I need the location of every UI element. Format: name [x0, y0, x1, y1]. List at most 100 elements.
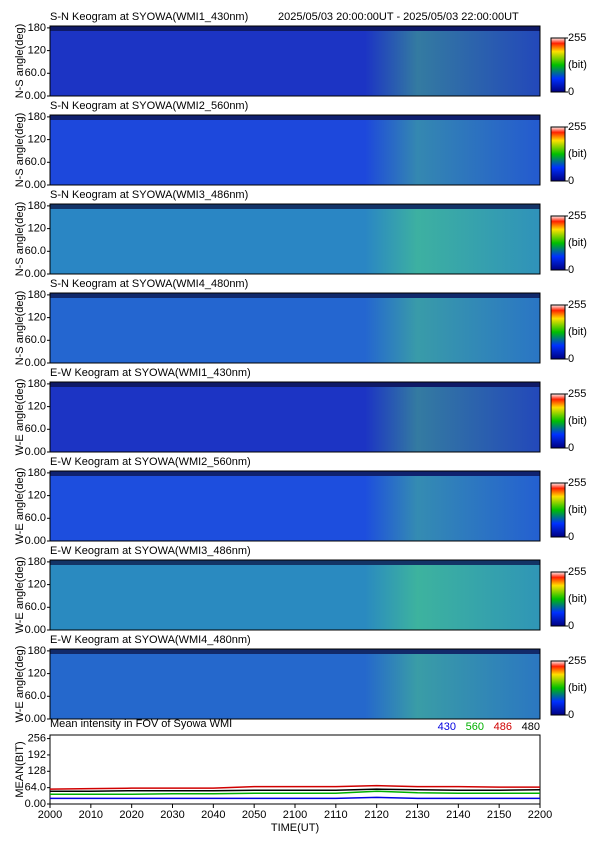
- colorbar-label: (bit): [568, 59, 587, 71]
- panel-title: S-N Keogram at SYOWA(WMI1_430nm): [50, 11, 248, 23]
- x-tick-label: 2110: [324, 809, 348, 821]
- y-tick-label: 0.00: [25, 535, 46, 547]
- legend-entry: 486: [494, 721, 512, 733]
- y-tick-label: 120: [28, 668, 46, 680]
- colorbar-tick-label: 255: [568, 32, 586, 44]
- y-tick-label: 120: [28, 134, 46, 146]
- y-tick-label: 128: [28, 765, 46, 777]
- keogram-top: [50, 26, 540, 31]
- keogram-top: [50, 382, 540, 387]
- x-tick-label: 2150: [487, 809, 511, 821]
- keogram-frame: [49, 648, 541, 720]
- y-tick-label: 120: [28, 312, 46, 324]
- y-tick-label: 120: [28, 579, 46, 591]
- y-tick-label: 60.0: [25, 156, 46, 168]
- x-tick-label: 2100: [283, 809, 307, 821]
- x-tick-label: 2040: [201, 809, 225, 821]
- y-tick-label: 60.0: [25, 512, 46, 524]
- y-axis-label: N-S angle(deg): [14, 113, 26, 188]
- y-tick-label: 60.0: [25, 601, 46, 613]
- y-tick-label: 0.00: [25, 268, 46, 280]
- panel-subtitle: 2025/05/03 20:00:00UT - 2025/05/03 22:00…: [278, 11, 519, 23]
- colorbar-tick-label: 255: [568, 388, 586, 400]
- x-axis-label: TIME(UT): [271, 822, 319, 834]
- y-tick-label: 180: [28, 467, 46, 479]
- x-tick-label: 2130: [405, 809, 429, 821]
- colorbar-tick-label: 0: [568, 709, 574, 721]
- panel-title: S-N Keogram at SYOWA(WMI2_560nm): [50, 100, 248, 112]
- y-axis-label: N-S angle(deg): [14, 291, 26, 366]
- y-tick-label: 180: [28, 289, 46, 301]
- keogram-top: [50, 471, 540, 476]
- y-tick-label: 120: [28, 490, 46, 502]
- y-tick-label: 64.0: [25, 782, 46, 794]
- y-tick-label: 60.0: [25, 423, 46, 435]
- colorbar-tick-label: 255: [568, 210, 586, 222]
- y-tick-label: 0.00: [25, 179, 46, 191]
- keogram-event: [365, 476, 540, 541]
- y-axis-label: W-E angle(deg): [14, 468, 26, 545]
- colorbar-tick-label: 0: [568, 531, 574, 543]
- keogram-event: [365, 565, 540, 630]
- colorbar-tick-label: 255: [568, 566, 586, 578]
- y-tick-label: 192: [28, 749, 46, 761]
- colorbar: [550, 215, 566, 271]
- y-tick-label: 0.00: [25, 446, 46, 458]
- y-tick-label: 0.00: [25, 713, 46, 725]
- keogram-event: [365, 120, 540, 185]
- y-tick-label: 120: [28, 45, 46, 57]
- colorbar-label: (bit): [568, 682, 587, 694]
- keogram-top: [50, 293, 540, 298]
- y-axis-label: W-E angle(deg): [14, 557, 26, 634]
- colorbar-tick-label: 255: [568, 655, 586, 667]
- y-tick-label: 60.0: [25, 334, 46, 346]
- colorbar-label: (bit): [568, 504, 587, 516]
- panel-title: E-W Keogram at SYOWA(WMI1_430nm): [50, 367, 251, 379]
- chart-title: Mean intensity in FOV of Syowa WMI: [50, 718, 232, 730]
- colorbar-label: (bit): [568, 237, 587, 249]
- colorbar-label: (bit): [568, 415, 587, 427]
- colorbar: [550, 571, 566, 627]
- colorbar-label: (bit): [568, 326, 587, 338]
- x-tick-label: 2050: [242, 809, 266, 821]
- y-tick-label: 180: [28, 378, 46, 390]
- y-axis-label: W-E angle(deg): [14, 379, 26, 456]
- y-tick-label: 0.00: [25, 357, 46, 369]
- y-tick-label: 0.00: [25, 798, 46, 810]
- y-tick-label: 60.0: [25, 690, 46, 702]
- keogram-top: [50, 204, 540, 209]
- colorbar-tick-label: 0: [568, 175, 574, 187]
- colorbar-tick-label: 0: [568, 86, 574, 98]
- y-tick-label: 180: [28, 645, 46, 657]
- y-axis-label: MEAN(BIT): [14, 741, 26, 797]
- colorbar: [550, 660, 566, 716]
- panel-title: S-N Keogram at SYOWA(WMI4_480nm): [50, 278, 248, 290]
- keogram-top: [50, 560, 540, 565]
- keogram-frame: [49, 292, 541, 364]
- y-axis-label: N-S angle(deg): [14, 24, 26, 99]
- colorbar-tick-label: 255: [568, 121, 586, 133]
- colorbar: [550, 482, 566, 538]
- keogram-event: [365, 209, 540, 274]
- colorbar-tick-label: 255: [568, 299, 586, 311]
- colorbar: [550, 304, 566, 360]
- y-tick-label: 180: [28, 111, 46, 123]
- keogram-frame: [49, 470, 541, 542]
- keogram-frame: [49, 203, 541, 275]
- keogram-event: [365, 387, 540, 452]
- keogram-frame: [49, 114, 541, 186]
- y-tick-label: 180: [28, 556, 46, 568]
- x-tick-label: 2200: [528, 809, 552, 821]
- legend-entry: 480: [522, 721, 540, 733]
- series-line: [50, 790, 540, 796]
- series-line: [49, 784, 540, 790]
- y-tick-label: 180: [28, 200, 46, 212]
- legend-entry: 560: [466, 721, 484, 733]
- keogram-frame: [49, 559, 541, 631]
- x-tick-label: 2010: [79, 809, 103, 821]
- y-tick-label: 180: [28, 22, 46, 34]
- x-tick-label: 2020: [119, 809, 143, 821]
- keogram-top: [50, 115, 540, 120]
- y-tick-label: 0.00: [25, 90, 46, 102]
